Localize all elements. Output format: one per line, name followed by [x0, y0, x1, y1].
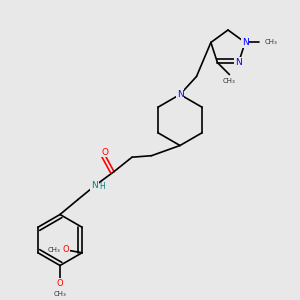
Text: N: N	[177, 90, 183, 99]
Text: N: N	[242, 38, 248, 47]
Text: O: O	[101, 148, 109, 157]
Text: CH₃: CH₃	[48, 247, 61, 253]
Text: N: N	[91, 182, 98, 190]
Text: CH₃: CH₃	[223, 78, 236, 84]
Text: CH₃: CH₃	[54, 291, 66, 297]
Text: N: N	[235, 58, 242, 67]
Text: CH₃: CH₃	[265, 39, 278, 45]
Text: H: H	[99, 182, 105, 191]
Text: O: O	[62, 245, 69, 254]
Text: O: O	[57, 279, 63, 288]
